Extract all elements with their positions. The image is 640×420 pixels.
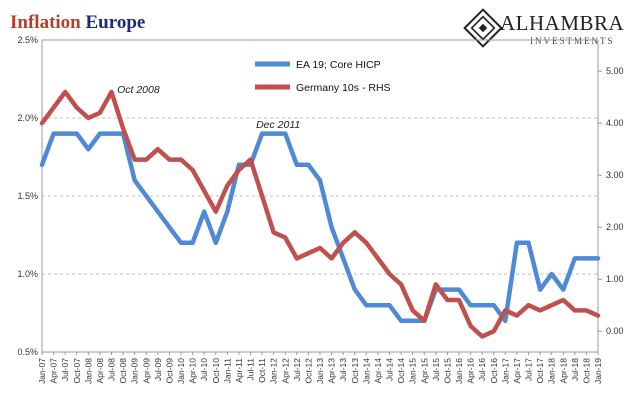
x-tick-label: Jul-12 — [292, 358, 302, 381]
y-left-tick-label: 0.5% — [17, 347, 38, 357]
x-tick-label: Jul-11 — [246, 358, 256, 381]
x-tick-label: Apr-13 — [327, 358, 337, 384]
annotation-label: Oct 2008 — [117, 84, 160, 96]
x-tick-label: Jan-11 — [222, 358, 232, 384]
x-tick-label: Apr-12 — [280, 358, 290, 384]
x-tick-label: Jan-15 — [408, 358, 418, 384]
x-tick-label: Oct-18 — [581, 358, 591, 384]
y-right-tick-label: 0.00 — [606, 326, 624, 336]
x-tick-label: Oct-11 — [257, 358, 267, 383]
x-tick-label: Apr-14 — [373, 358, 383, 384]
germany-10y-line — [39, 89, 601, 339]
x-tick-label: Jul-10 — [199, 358, 209, 381]
y-right-tick-label: 3.00 — [606, 170, 624, 180]
y-right-tick-label: 5.00 — [606, 66, 624, 76]
brand-name: ALHAMBRA — [500, 11, 625, 35]
x-tick-label: Jul-08 — [107, 358, 117, 381]
x-tick-label: Apr-11 — [234, 358, 244, 383]
x-tick-label: Jul-15 — [431, 358, 441, 381]
y-right-tick-label: 4.00 — [606, 118, 624, 128]
x-tick-label: Jul-13 — [338, 358, 348, 381]
x-tick-label: Apr-09 — [141, 358, 151, 384]
y-left-tick-label: 2.5% — [17, 35, 38, 45]
y-left-tick-label: 1.0% — [17, 269, 38, 279]
x-tick-label: Apr-08 — [95, 358, 105, 384]
x-tick-label: Jan-16 — [454, 358, 464, 384]
x-tick-label: Apr-15 — [419, 358, 429, 384]
x-tick-label: Jan-07 — [37, 358, 47, 384]
x-tick-label: Jul-17 — [524, 358, 534, 381]
x-tick-label: Jan-09 — [130, 358, 140, 384]
x-tick-label: Oct-09 — [164, 358, 174, 384]
x-tick-label: Jul-18 — [570, 358, 580, 381]
x-tick-label: Jan-13 — [315, 358, 325, 384]
annotation-label: Dec 2011 — [256, 119, 300, 131]
x-tick-label: Jan-08 — [83, 358, 93, 384]
x-tick-label: Apr-10 — [188, 358, 198, 384]
legend-label: EA 19; Core HICP — [296, 59, 381, 71]
x-tick-label: Apr-16 — [466, 358, 476, 384]
x-tick-label: Jan-12 — [269, 358, 279, 384]
x-tick-label: Oct-08 — [118, 358, 128, 384]
core-hicp-line — [39, 131, 601, 324]
brand-subtitle: INVESTMENTS — [530, 36, 615, 46]
y-left-tick-label: 1.5% — [17, 191, 38, 201]
diamond-lattice-icon — [463, 8, 503, 48]
chart-title: Inflation Europe — [10, 12, 145, 34]
x-tick-label: Oct-17 — [535, 358, 545, 384]
title-word-inflation: Inflation — [10, 12, 81, 33]
x-tick-label: Oct-10 — [211, 358, 221, 384]
x-tick-label: Oct-13 — [350, 358, 360, 384]
x-tick-label: Jul-14 — [385, 358, 395, 381]
y-left-tick-label: 2.0% — [17, 113, 38, 123]
x-tick-label: Apr-18 — [558, 358, 568, 384]
x-tick-label: Oct-16 — [489, 358, 499, 384]
x-tick-label: Jan-17 — [500, 358, 510, 384]
x-tick-label: Jul-07 — [60, 358, 70, 381]
x-tick-label: Apr-07 — [49, 358, 59, 384]
x-tick-label: Jan-19 — [593, 358, 603, 384]
title-word-europe: Europe — [85, 12, 146, 33]
x-tick-label: Jan-14 — [361, 358, 371, 384]
y-right-tick-label: 2.00 — [606, 222, 624, 232]
x-tick-label: Oct-15 — [442, 358, 452, 384]
y-right-tick-label: 1.00 — [606, 274, 624, 284]
x-tick-label: Oct-07 — [72, 358, 82, 384]
x-tick-label: Oct-14 — [396, 358, 406, 384]
x-tick-label: Apr-17 — [512, 358, 522, 384]
x-tick-label: Oct-12 — [303, 358, 313, 384]
x-tick-label: Jul-09 — [153, 358, 163, 381]
x-tick-label: Jan-10 — [176, 358, 186, 384]
x-tick-label: Jan-18 — [547, 358, 557, 384]
x-tick-label: Jul-16 — [477, 358, 487, 381]
legend-label: Germany 10s - RHS — [296, 82, 391, 94]
